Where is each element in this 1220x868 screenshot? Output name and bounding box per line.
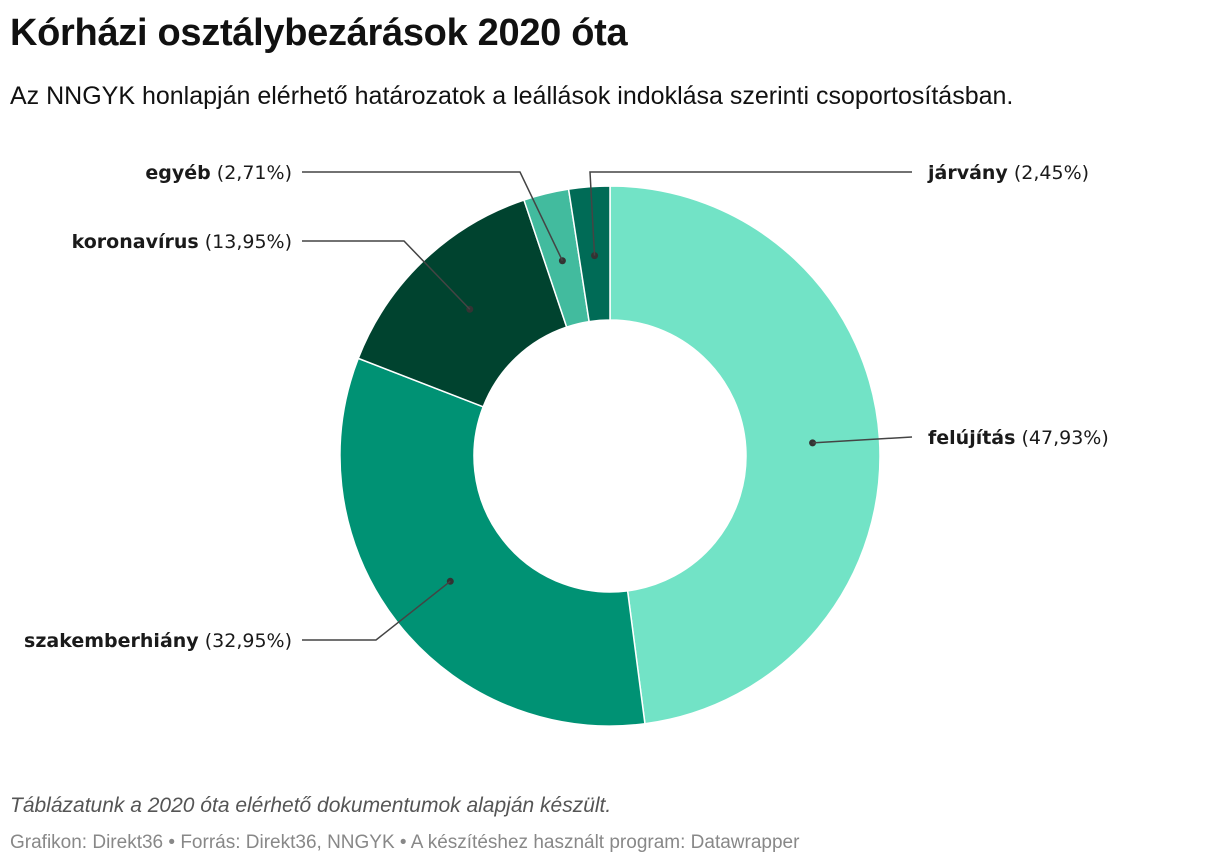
slice-label-szakemberhiány: szakemberhiány (32,95%) <box>24 630 292 652</box>
donut-slices <box>339 185 881 727</box>
slice-labels: felújítás (47,93%) szakemberhiány (32,95%… <box>24 162 1109 652</box>
slice-label-value: (47,93%) <box>1015 427 1108 449</box>
slice-label-felújítás: felújítás (47,93%) <box>928 427 1109 449</box>
slice-label-koronavírus: koronavírus (13,95%) <box>72 231 292 253</box>
slice-label-value: (2,71%) <box>211 162 292 184</box>
slice-label-name: koronavírus <box>72 231 199 253</box>
slice-szakemberhiány <box>339 357 646 727</box>
slice-koronavírus <box>357 199 568 408</box>
leader-line-járvány <box>589 171 912 256</box>
slice-label-name: járvány <box>927 162 1008 184</box>
leader-line-felújítás <box>812 436 913 444</box>
chart-subtitle: Az NNGYK honlapján elérhető határozatok … <box>10 82 1014 110</box>
footnote: Táblázatunk a 2020 óta elérhető dokument… <box>10 794 612 817</box>
slice-label-value: (32,95%) <box>199 630 292 652</box>
leader-line-egyéb <box>302 171 564 262</box>
slice-label-járvány: járvány (2,45%) <box>927 162 1089 184</box>
credits-line: Grafikon: Direkt36 • Forrás: Direkt36, N… <box>10 832 800 853</box>
slice-felújítás <box>609 185 881 725</box>
slice-label-value: (13,95%) <box>199 231 292 253</box>
slice-járvány <box>567 185 611 323</box>
leader-lines <box>302 171 913 641</box>
leader-line-szakemberhiány <box>302 580 451 641</box>
slice-label-value: (2,45%) <box>1008 162 1089 184</box>
slice-label-name: szakemberhiány <box>24 630 199 652</box>
leader-line-koronavírus <box>302 240 471 310</box>
slice-label-egyéb: egyéb (2,71%) <box>145 162 292 184</box>
slice-label-name: egyéb <box>145 162 210 184</box>
slice-label-name: felújítás <box>928 427 1015 449</box>
chart-title: Kórházi osztálybezárások 2020 óta <box>10 12 628 54</box>
